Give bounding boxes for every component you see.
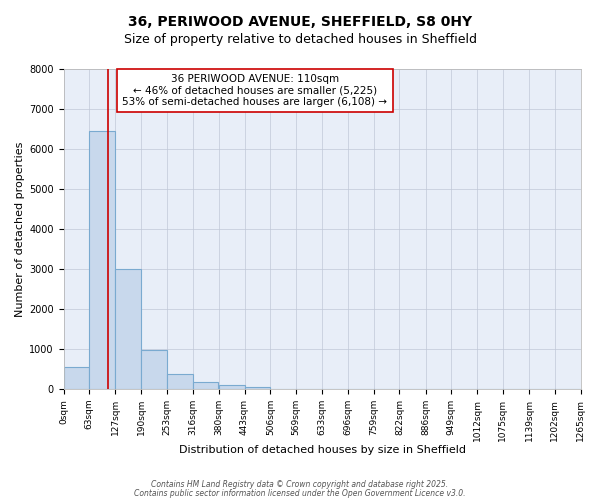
Bar: [219, 385, 245, 389]
Text: Size of property relative to detached houses in Sheffield: Size of property relative to detached ho…: [124, 32, 476, 46]
Text: 36, PERIWOOD AVENUE, SHEFFIELD, S8 0HY: 36, PERIWOOD AVENUE, SHEFFIELD, S8 0HY: [128, 15, 472, 29]
Bar: [89, 131, 115, 389]
Bar: [115, 269, 141, 389]
Bar: [141, 350, 167, 389]
X-axis label: Distribution of detached houses by size in Sheffield: Distribution of detached houses by size …: [179, 445, 466, 455]
Text: Contains public sector information licensed under the Open Government Licence v3: Contains public sector information licen…: [134, 488, 466, 498]
Bar: [64, 367, 89, 389]
Text: Contains HM Land Registry data © Crown copyright and database right 2025.: Contains HM Land Registry data © Crown c…: [151, 480, 449, 489]
Text: 36 PERIWOOD AVENUE: 110sqm
← 46% of detached houses are smaller (5,225)
53% of s: 36 PERIWOOD AVENUE: 110sqm ← 46% of deta…: [122, 74, 387, 107]
Bar: [245, 386, 271, 389]
Bar: [167, 374, 193, 389]
Bar: [193, 382, 218, 389]
Y-axis label: Number of detached properties: Number of detached properties: [15, 142, 25, 316]
